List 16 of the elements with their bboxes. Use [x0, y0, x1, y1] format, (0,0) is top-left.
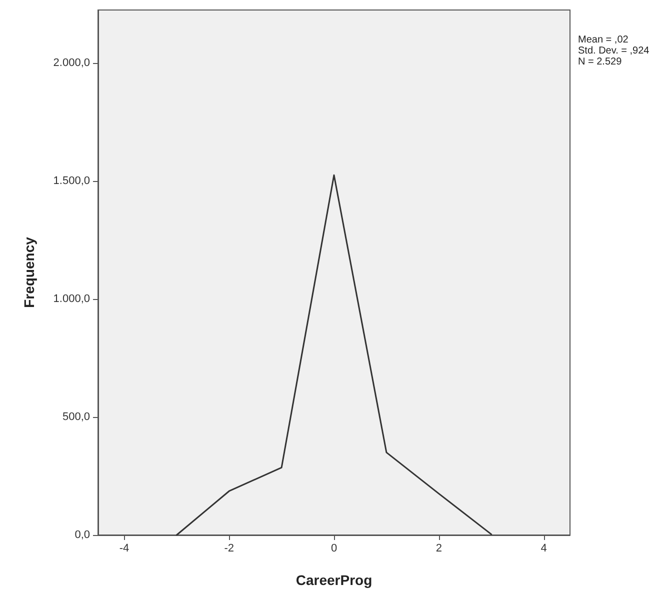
y-tick-label: 2.000,0 — [53, 57, 90, 70]
y-tick-label: 1.000,0 — [53, 293, 90, 306]
x-tick-label: 4 — [540, 542, 547, 554]
y-tick-label: 0,0 — [74, 529, 90, 541]
x-tick-label: -2 — [224, 542, 234, 554]
y-axis-title: Frequency — [21, 236, 37, 308]
y-tick-label: 500,0 — [62, 411, 90, 424]
x-tick-label: -4 — [119, 542, 130, 554]
text: N = 2.529 — [578, 56, 622, 68]
text: Std. Dev. = ,924 — [578, 46, 650, 56]
x-tick-label: 2 — [436, 542, 442, 554]
y-tick-label: 1.500,0 — [53, 175, 90, 188]
text: Mean = ,02 — [578, 34, 629, 46]
x-tick-label: 0 — [330, 542, 338, 554]
line-series — [176, 174, 492, 536]
x-axis-title: CareerProg — [296, 572, 372, 588]
